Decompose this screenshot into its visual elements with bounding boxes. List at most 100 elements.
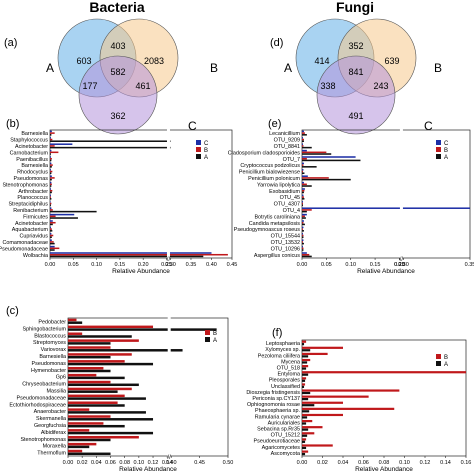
bar-c [50,226,51,229]
bar-b [68,408,90,411]
category-label: Staphylococcus [10,138,48,144]
venn-region-count: 177 [82,81,97,91]
category-label: Barnesiella [21,163,48,169]
bar-c [302,188,305,190]
bar-b [50,234,54,237]
bar-b [50,164,53,166]
bar-a [50,217,78,219]
x-tick-label: 0.15 [115,262,126,268]
chart-title: Fungi [336,0,374,15]
bar-b [302,413,343,417]
bar-b [302,346,343,349]
bar-b [68,346,111,349]
bar-a [302,178,351,181]
legend-label: B [444,148,448,154]
bar-b [302,426,323,429]
bar-a [50,159,52,162]
category-label: Blastococcus [34,333,66,339]
venn-set-label: B [210,61,218,75]
bar-a [302,422,307,425]
category-label: Anaerobacter [34,409,67,415]
bar-b [302,138,304,141]
bar-a [50,249,55,251]
category-label: Planococcus [17,195,48,201]
chart-title: Bacteria [89,0,144,15]
bar-b [68,325,154,329]
bar-a [50,146,171,149]
bar-a [302,343,305,346]
bar-b [302,365,309,368]
bar-a [302,355,309,358]
panel-label: (d) [270,37,283,49]
category-label: OTU_518 [277,365,300,371]
venn-fungi: (d) Fungi A B C 414 639 491 352 338 243 841 [270,0,442,135]
bar-a [50,153,51,155]
bar-chart-b: (b)BarnesiellaStaphylococcusAcinetobacte… [0,118,237,275]
venn-set-label: B [434,61,442,75]
bar-b [302,196,304,198]
category-label: Pseudomonas [32,361,67,367]
x-tick-label: 0.06 [105,460,116,466]
bar-b [302,209,312,211]
x-tick-label: 0.08 [379,460,390,466]
bar-c [302,130,304,133]
category-label: Ascomycota [271,451,300,457]
bar-b [50,221,56,224]
bar-c [302,194,304,197]
category-label: Renibacterium [13,208,48,214]
bar-c [302,220,304,222]
bar-a [302,159,361,162]
bar-a [302,242,304,245]
bar-b [50,170,53,173]
bar-a [68,438,111,442]
bar-c [50,143,73,145]
bar-b [50,138,53,141]
bar-a [302,398,309,401]
category-label: OTU_4 [283,208,300,214]
category-label: Ophiognomonia rosae [247,402,300,408]
x-tick-label: 0.02 [317,460,328,466]
bar-a [50,140,171,142]
venn-region-count: 362 [110,111,125,121]
category-label: Georgfuchsia [34,423,66,429]
bar-b [68,415,111,418]
x-axis-label: Relative Abundance [355,466,413,473]
x-tick-label: 0.05 [68,262,79,268]
x-axis-label: Relative Abundance [357,268,415,275]
category-label: Rhodocyclus [17,170,48,176]
plot-frame [67,317,229,457]
bar-a [68,418,154,421]
legend-label: C [444,141,449,147]
bar-c [50,207,52,209]
bar-a [302,416,308,419]
category-label: Lecanicillium [269,131,300,137]
bar-a [302,440,306,443]
bar-b [50,247,60,250]
bar-c [50,220,53,222]
venn-region-count: 338 [320,81,335,91]
bar-b [68,429,90,432]
panel-label: (f) [272,327,282,339]
bar-c [50,201,51,203]
bar-b [302,377,307,380]
x-tick-label: 0.25 [161,262,172,268]
category-label: Moraxella [43,444,66,450]
bar-a [302,217,306,219]
bar-a [302,166,317,168]
category-label: Cladosporium cladosporioides [228,150,301,156]
bar-a [302,446,307,450]
category-label: Mycena [281,359,300,365]
bar-a [68,445,90,449]
axis-break-gap [399,129,403,259]
x-tick-label: 0.12 [148,460,159,466]
venn-region-count: 403 [110,41,125,51]
legend-swatch-b [436,354,441,359]
category-label: Hymenobacter [31,368,66,374]
bar-chart-e: (e)LecanicilliumOTU_9209OTU_8841Cladospo… [228,118,474,275]
bar-b [302,419,313,423]
bar-a [302,223,305,226]
x-tick-label: 0.15 [370,262,381,268]
bar-b [68,318,77,322]
venn-region-count: 603 [76,56,91,66]
